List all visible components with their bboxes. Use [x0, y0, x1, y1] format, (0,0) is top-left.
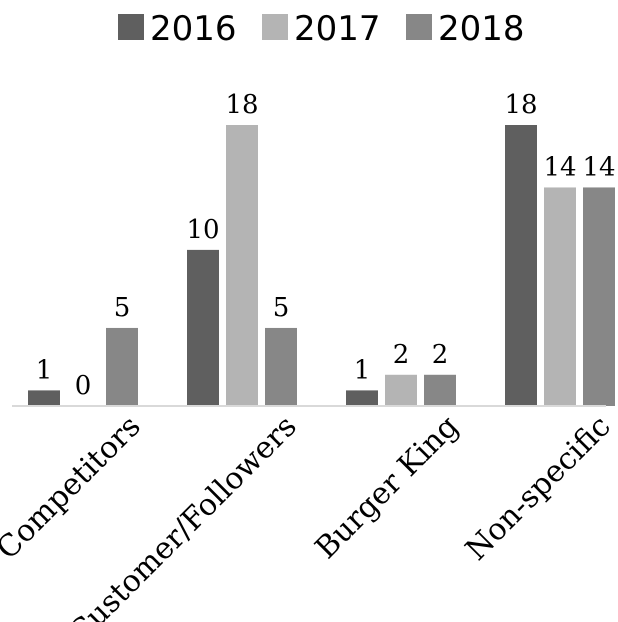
bar-competitors-2018 — [106, 327, 138, 406]
legend-swatch-2017 — [262, 14, 288, 40]
legend-swatch-2016 — [118, 14, 144, 40]
bar-customer-followers-2016 — [187, 249, 219, 406]
legend: 2016 2017 2018 — [118, 9, 525, 49]
bar-burger-king-2018 — [424, 374, 456, 406]
data-label-burger-king-2017: 2 — [393, 340, 410, 370]
data-label-non-specific-2017: 14 — [543, 152, 576, 182]
data-label-burger-king-2016: 1 — [354, 355, 371, 385]
legend-label-2016: 2016 — [150, 9, 237, 49]
bar-customer-followers-2018 — [265, 327, 297, 406]
data-label-customer-followers-2017: 18 — [225, 90, 258, 120]
data-label-competitors-2017: 0 — [75, 371, 92, 401]
bar-non-specific-2016 — [505, 125, 537, 406]
bars-group — [28, 125, 615, 406]
legend-swatch-2018 — [406, 14, 432, 40]
bar-non-specific-2018 — [583, 187, 615, 406]
legend-label-2018: 2018 — [438, 9, 525, 49]
data-label-non-specific-2016: 18 — [504, 90, 537, 120]
bar-non-specific-2017 — [544, 187, 576, 406]
category-label-non-specific: Non-specific — [459, 409, 618, 568]
data-label-competitors-2018: 5 — [114, 293, 131, 323]
bar-burger-king-2017 — [385, 374, 417, 406]
category-label-burger-king: Burger King — [309, 409, 466, 566]
bar-burger-king-2016 — [346, 390, 378, 406]
category-label-competitors: Competitors — [0, 409, 148, 567]
bar-competitors-2016 — [28, 390, 60, 406]
data-label-customer-followers-2018: 5 — [273, 293, 290, 323]
data-label-customer-followers-2016: 10 — [186, 215, 219, 245]
data-label-competitors-2016: 1 — [36, 355, 53, 385]
bar-customer-followers-2017 — [226, 125, 258, 406]
legend-label-2017: 2017 — [294, 9, 381, 49]
data-label-non-specific-2018: 14 — [582, 152, 615, 182]
data-label-burger-king-2018: 2 — [432, 340, 449, 370]
